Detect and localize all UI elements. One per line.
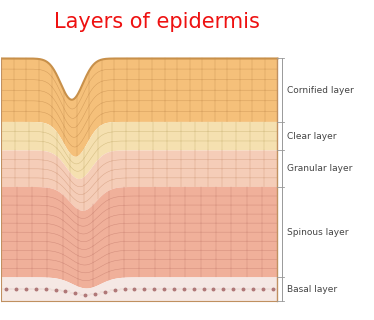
- Polygon shape: [1, 277, 278, 301]
- Text: Basal layer: Basal layer: [288, 285, 338, 294]
- Polygon shape: [1, 59, 278, 157]
- Text: Layers of epidermis: Layers of epidermis: [54, 12, 260, 33]
- Text: Spinous layer: Spinous layer: [288, 228, 349, 237]
- Polygon shape: [1, 150, 278, 211]
- Polygon shape: [1, 187, 278, 288]
- Text: Granular layer: Granular layer: [288, 164, 353, 173]
- Polygon shape: [1, 122, 278, 179]
- Text: Cornified layer: Cornified layer: [288, 86, 354, 95]
- Text: Clear layer: Clear layer: [288, 132, 337, 141]
